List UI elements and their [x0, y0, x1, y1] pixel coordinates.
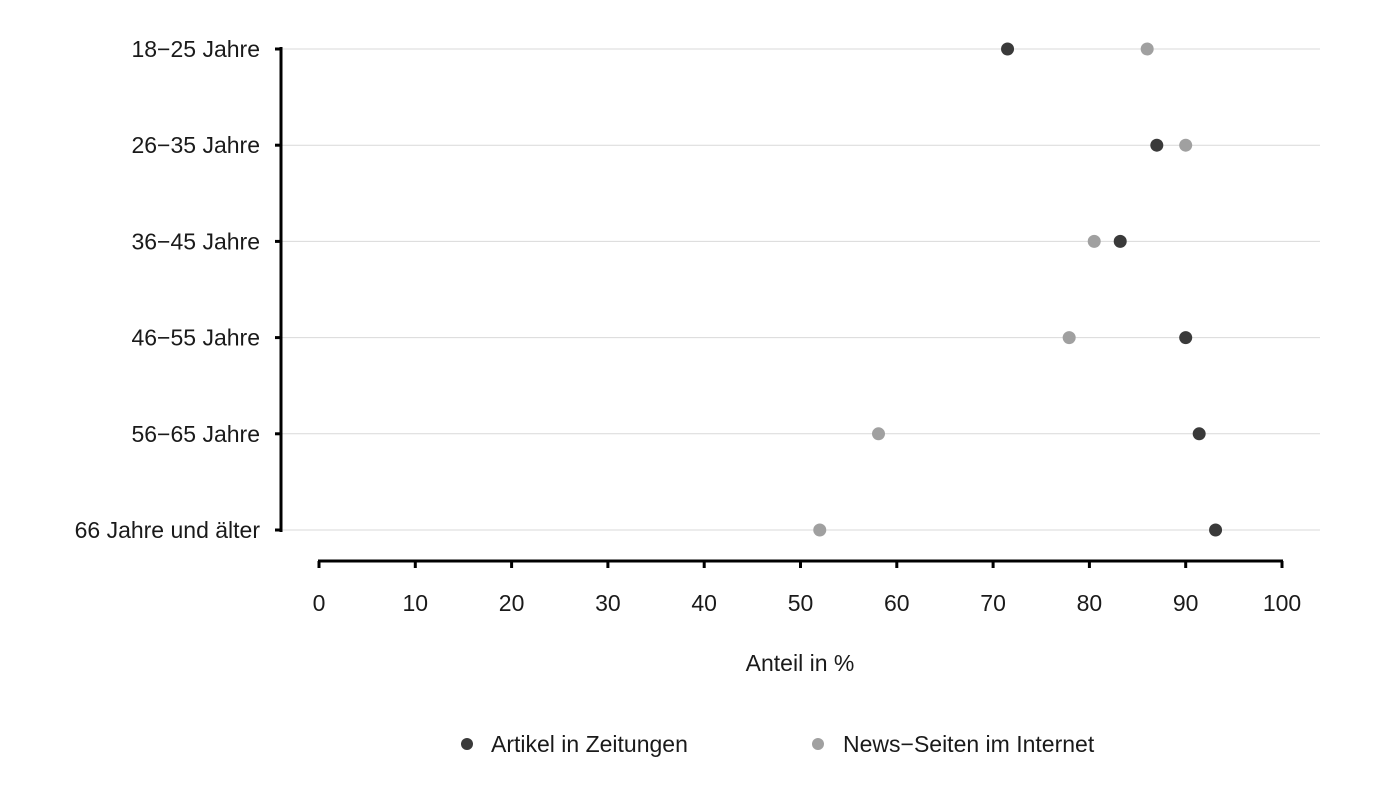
x-axis-ticks: 0 10 20 30 40 50 60 70 80 90 100	[313, 561, 1301, 616]
category-label: 56−65 Jahre	[131, 421, 260, 447]
data-points	[813, 42, 1223, 537]
x-tick-label: 50	[788, 590, 814, 616]
x-tick-label: 40	[691, 590, 717, 616]
x-tick-label: 90	[1173, 590, 1199, 616]
x-tick-label: 0	[313, 590, 326, 616]
x-tick-label: 20	[499, 590, 525, 616]
legend-label: Artikel in Zeitungen	[491, 731, 688, 757]
data-point-series-1	[1113, 234, 1127, 248]
data-point-series-2	[1062, 331, 1076, 345]
data-point-series-1	[1179, 331, 1193, 345]
data-point-series-2	[813, 523, 827, 537]
data-point-series-2	[1179, 138, 1193, 152]
data-point-series-1	[1209, 523, 1223, 537]
data-point-series-1	[1001, 42, 1015, 56]
x-tick-label: 80	[1077, 590, 1103, 616]
x-tick-label: 30	[595, 590, 621, 616]
category-label: 36−45 Jahre	[131, 228, 260, 254]
legend-marker	[812, 738, 824, 750]
data-point-series-2	[1140, 42, 1154, 56]
x-tick-label: 100	[1263, 590, 1301, 616]
data-point-series-2	[872, 427, 886, 441]
category-labels: 18−25 Jahre 26−35 Jahre 36−45 Jahre 46−55 J…	[75, 36, 261, 543]
category-label: 18−25 Jahre	[131, 36, 260, 62]
gridlines	[275, 47, 1320, 532]
data-point-series-1	[1150, 138, 1164, 152]
x-tick-label: 70	[980, 590, 1006, 616]
data-point-series-1	[1192, 427, 1206, 441]
legend-label: News−Seiten im Internet	[843, 731, 1095, 757]
legend: Artikel in Zeitungen News−Seiten im Inter…	[461, 731, 1095, 757]
x-axis-title: Anteil in %	[746, 650, 855, 676]
category-label: 46−55 Jahre	[131, 325, 260, 351]
category-label: 66 Jahre und älter	[75, 517, 261, 543]
category-label: 26−35 Jahre	[131, 132, 260, 158]
x-tick-label: 10	[403, 590, 429, 616]
axes	[279, 47, 1283, 563]
x-tick-label: 60	[884, 590, 910, 616]
legend-marker	[461, 738, 473, 750]
data-point-series-2	[1087, 234, 1101, 248]
